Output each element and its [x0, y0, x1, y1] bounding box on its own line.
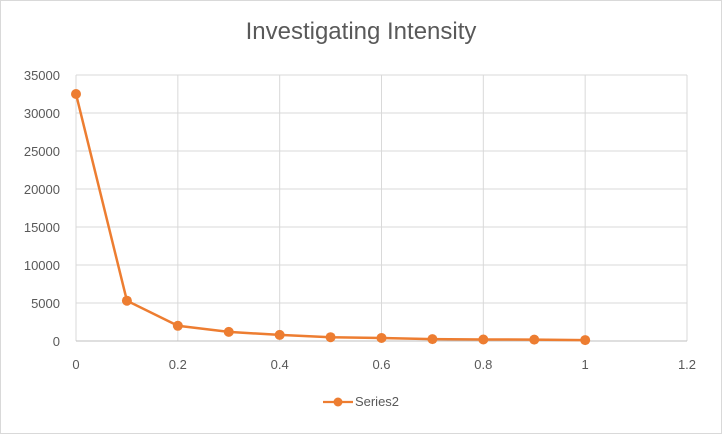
legend-marker-icon	[322, 397, 353, 406]
data-point	[325, 332, 336, 343]
data-point	[580, 335, 591, 346]
y-tick-label: 15000	[24, 220, 60, 235]
y-tick-label: 5000	[31, 296, 60, 311]
y-tick-label: 25000	[24, 144, 60, 159]
x-tick-label: 0	[72, 357, 79, 372]
y-tick-label: 10000	[24, 258, 60, 273]
data-point	[121, 295, 132, 306]
legend-label: Series2	[354, 394, 400, 409]
data-point	[223, 326, 234, 337]
chart-title: Investigating Intensity	[245, 18, 477, 45]
data-point	[529, 334, 540, 345]
x-tick-label: 1	[582, 357, 589, 372]
x-tick-label: 0.8	[474, 357, 492, 372]
data-point	[172, 320, 183, 331]
data-point	[274, 329, 285, 340]
y-tick-label: 35000	[24, 68, 60, 83]
data-point	[376, 332, 387, 343]
data-point	[427, 334, 438, 345]
y-tick-label: 20000	[24, 182, 60, 197]
x-tick-label: 0.4	[271, 357, 289, 372]
x-tick-label: 0.2	[169, 357, 187, 372]
data-point	[71, 89, 81, 99]
x-tick-label: 0.6	[372, 357, 390, 372]
y-tick-label: 0	[53, 334, 60, 349]
data-point	[478, 334, 489, 345]
y-tick-label: 30000	[24, 106, 60, 121]
legend: Series2	[1, 394, 721, 409]
x-tick-label: 1.2	[678, 357, 696, 372]
